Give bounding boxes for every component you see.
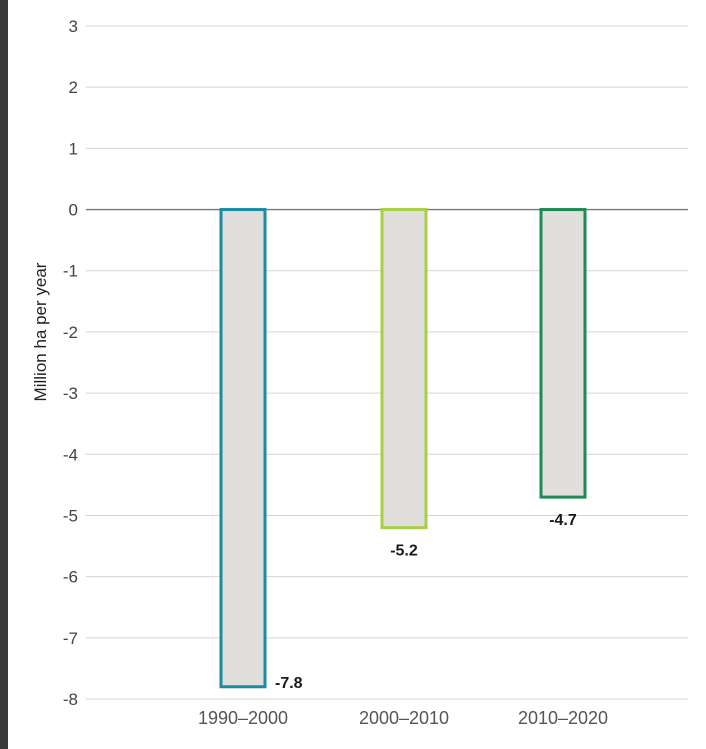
bar-2	[380, 208, 428, 530]
y-tick-label: -2	[63, 323, 78, 342]
y-tick-label: -5	[63, 506, 78, 525]
value-labels: -7.8 -5.2 -4.7	[275, 512, 577, 692]
y-tick-label: -7	[63, 629, 78, 648]
y-tick-label: 2	[69, 78, 78, 97]
value-label-3: -4.7	[549, 512, 577, 529]
y-tick-label: -8	[63, 690, 78, 709]
x-axis-categories: 1990–2000 2000–2010 2010–2020	[198, 708, 608, 728]
y-axis-title: Million ha per year	[31, 262, 50, 401]
value-label-1: -7.8	[275, 675, 303, 692]
x-category-label: 1990–2000	[198, 708, 288, 728]
bar-1	[219, 208, 267, 689]
bar-3	[539, 208, 587, 499]
x-category-label: 2010–2020	[518, 708, 608, 728]
x-category-label: 2000–2010	[359, 708, 449, 728]
bars	[219, 208, 587, 689]
y-tick-label: -1	[63, 262, 78, 281]
y-axis-ticks: 3 2 1 0 -1 -2 -3 -4 -5 -6 -7 -8	[63, 17, 78, 709]
y-tick-label: -4	[63, 445, 78, 464]
y-tick-label: 1	[69, 139, 78, 158]
y-tick-label: -3	[63, 384, 78, 403]
bar-chart: 3 2 1 0 -1 -2 -3 -4 -5 -6 -7 -8 -7.8 -5.2 -4.7 1990–2…	[31, 17, 688, 728]
y-tick-label: 0	[69, 201, 78, 220]
value-label-2: -5.2	[390, 543, 418, 560]
y-tick-label: -6	[63, 568, 78, 587]
y-tick-label: 3	[69, 17, 78, 36]
